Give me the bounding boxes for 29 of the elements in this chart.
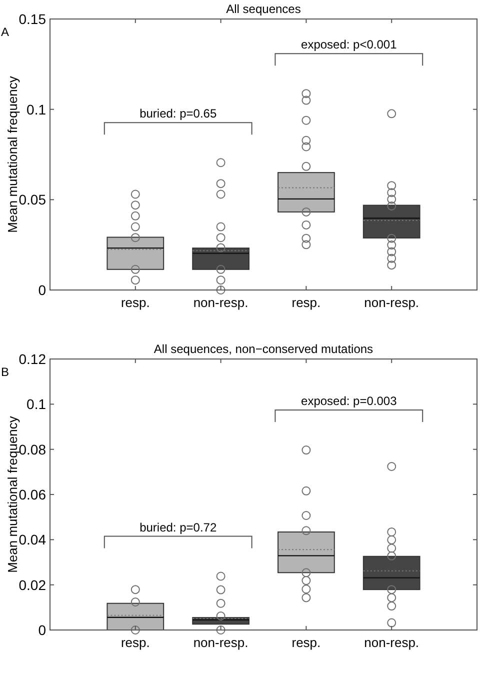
y-tick-label: 0.02 <box>18 576 46 593</box>
y-tick-label: 0.12 <box>18 351 46 367</box>
x-tick-label: resp. <box>120 635 150 650</box>
text: B <box>1 365 10 379</box>
y-tick-label: 0.15 <box>18 11 46 27</box>
x-tick-label: resp. <box>292 635 321 650</box>
y-tick-label: 0.04 <box>18 532 46 548</box>
annotation: exposed: p=0.003 <box>301 394 398 408</box>
x-tick-label: non-resp. <box>193 295 248 310</box>
text: A <box>1 25 10 39</box>
annotation: buried: p=0.65 <box>140 106 217 121</box>
y-tick-label: 0.1 <box>26 396 46 412</box>
x-tick-label: resp. <box>292 295 321 310</box>
y-axis-title: Mean mutational frequency <box>5 76 20 233</box>
chart-title: All sequences <box>226 2 301 16</box>
y-tick-label: 0.08 <box>18 441 46 458</box>
x-tick-label: non-resp. <box>364 295 420 310</box>
y-tick-label: 0.05 <box>18 192 46 208</box>
y-tick-label: 0 <box>38 622 46 638</box>
chart-title: All sequences, non−conserved mutations <box>154 342 374 356</box>
y-tick-label: 0.06 <box>18 486 46 502</box>
x-tick-label: resp. <box>120 295 150 310</box>
y-tick-label: 0 <box>38 282 46 298</box>
x-tick-label: non-resp. <box>193 635 248 650</box>
x-tick-label: non-resp. <box>364 635 420 650</box>
y-axis-title: Mean mutational frequency <box>5 416 20 573</box>
annotation: exposed: p<0.001 <box>301 38 398 52</box>
annotation: buried: p=0.72 <box>140 520 217 534</box>
y-tick-label: 0.1 <box>26 101 46 118</box>
